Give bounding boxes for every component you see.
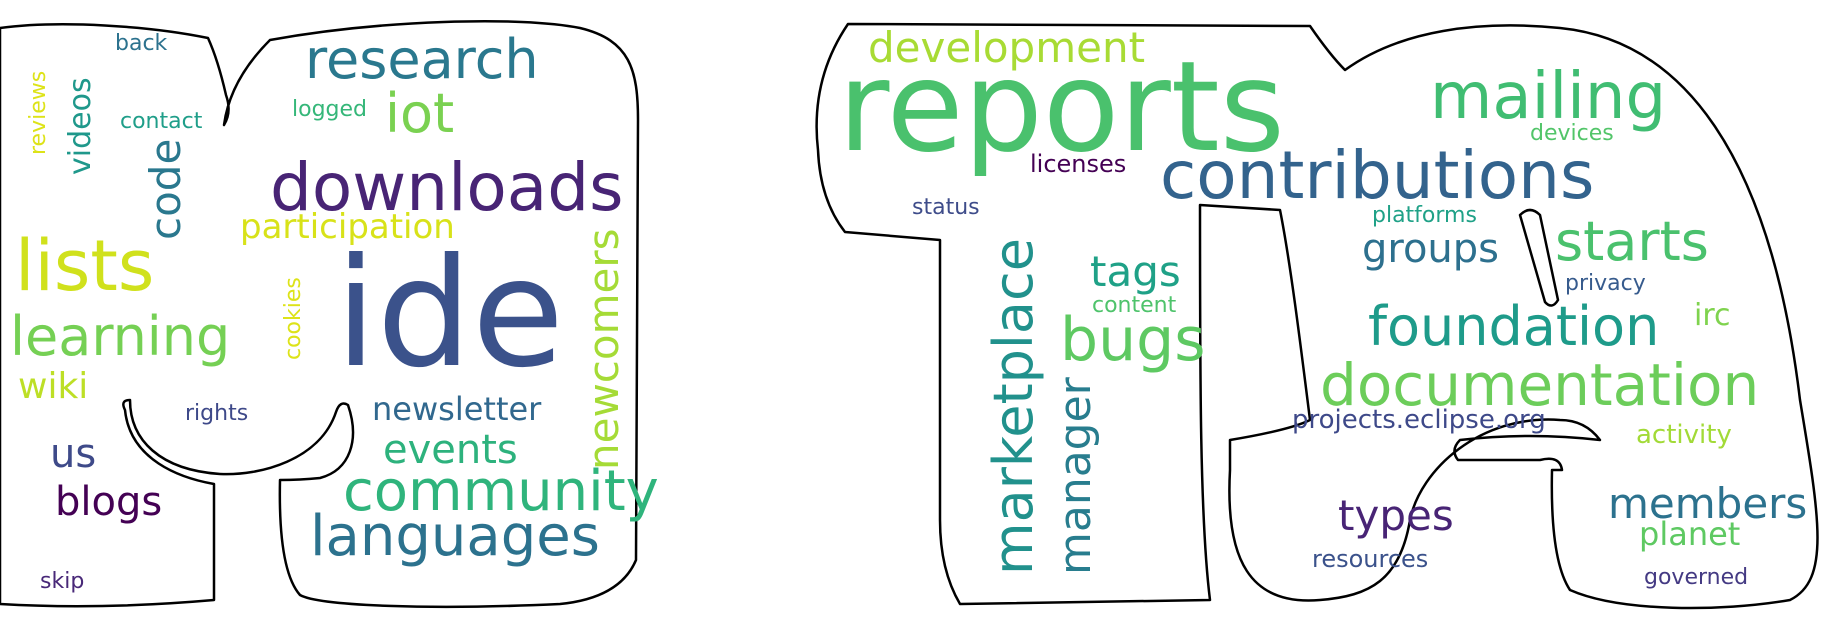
cloud-word: lists [15, 225, 154, 307]
cloud-word: newsletter [372, 390, 542, 428]
cloud-word: bugs [1060, 305, 1205, 375]
cloud-word: resources [1312, 545, 1428, 573]
cloud-word: reviews [26, 71, 51, 155]
cloud-word: documentation [1320, 351, 1759, 419]
cloud-word: content [1092, 293, 1177, 318]
cloud-word: learning [10, 305, 230, 368]
cloud-word: activity [1636, 420, 1732, 450]
cloud-word: events [383, 427, 518, 473]
cloud-word: starts [1555, 210, 1709, 273]
cloud-word: development [868, 23, 1145, 72]
cloud-word: wiki [18, 366, 88, 407]
cloud-word: foundation [1368, 295, 1659, 358]
cloud-word: us [50, 431, 96, 477]
cloud-word: rights [185, 401, 248, 426]
cloud-word: platforms [1372, 203, 1477, 228]
cloud-word: contact [120, 109, 203, 134]
cloud-word: governed [1644, 565, 1748, 590]
cloud-word: participation [240, 207, 455, 247]
cloud-word: licenses [1030, 150, 1126, 178]
cloud-word: cookies [281, 277, 306, 360]
cloud-word: ide [335, 227, 564, 401]
cloud-word: marketplace [982, 238, 1045, 575]
left-shape-outline [0, 20, 640, 609]
cloud-word: logged [292, 97, 367, 122]
cloud-word: code [141, 139, 190, 240]
cloud-word: tags [1090, 247, 1181, 296]
cloud-word: groups [1362, 226, 1499, 272]
cloud-word: types [1338, 491, 1454, 540]
cloud-word: projects.eclipse.org [1292, 405, 1546, 435]
cloud-word: status [912, 195, 980, 220]
cloud-word: manager [1050, 376, 1101, 575]
cloud-word: mailing [1430, 60, 1666, 134]
cloud-word: skip [40, 569, 84, 594]
cloud-word: newcomers [579, 229, 628, 471]
cloud-word: downloads [270, 149, 624, 226]
cloud-word: languages [310, 504, 600, 569]
cloud-word: community [343, 459, 659, 524]
cloud-word: privacy [1565, 271, 1646, 296]
right-shape-outline [815, 22, 1819, 610]
cloud-word: irc [1694, 298, 1731, 333]
cloud-word: planet [1639, 515, 1740, 553]
cloud-word: reports [838, 35, 1285, 180]
cloud-word: contributions [1160, 137, 1594, 214]
right-shape-slot [1518, 208, 1560, 307]
cloud-word: devices [1530, 121, 1614, 146]
cloud-word: blogs [55, 479, 162, 525]
cloud-word: members [1608, 479, 1807, 528]
cloud-word: research [305, 28, 539, 91]
cloud-word: iot [385, 82, 454, 145]
cloud-word: videos [63, 77, 98, 175]
cloud-word: back [115, 31, 168, 56]
